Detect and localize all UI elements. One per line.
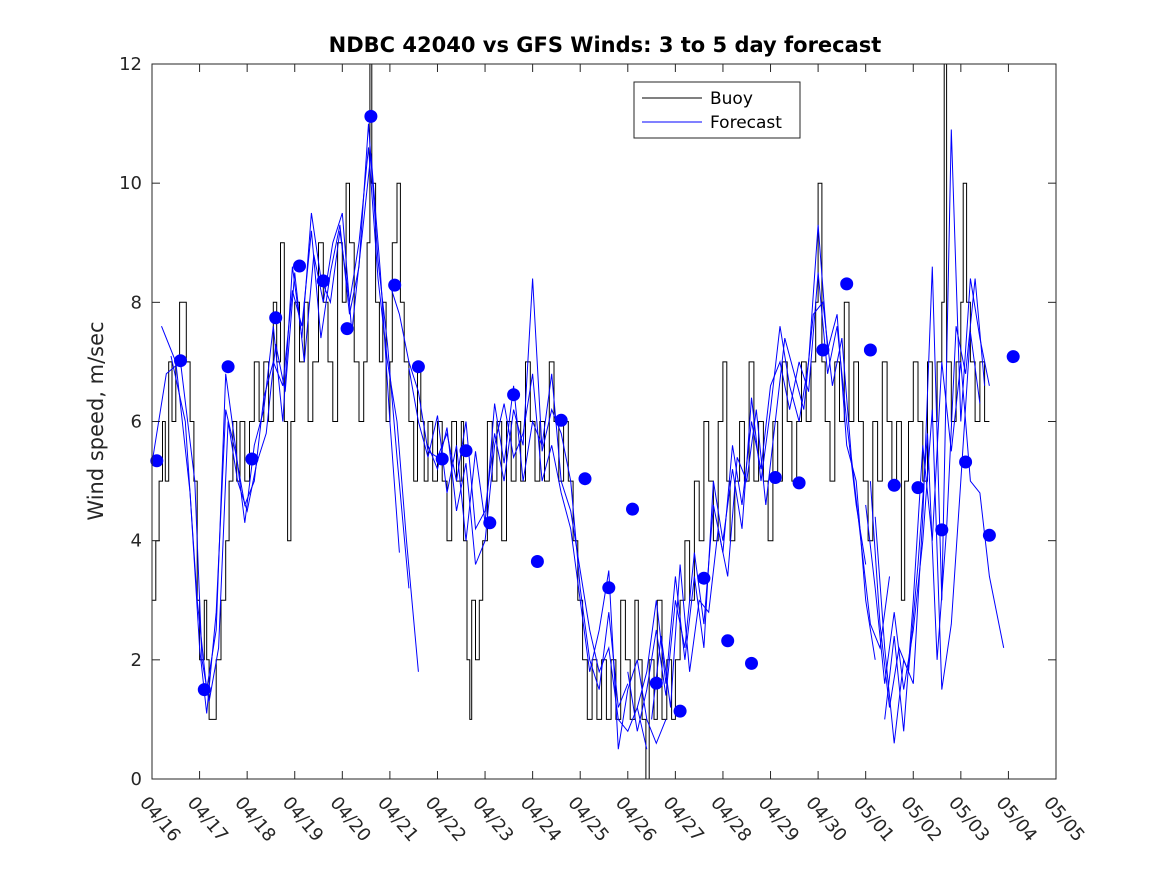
forecast-marker bbox=[507, 388, 520, 401]
forecast-marker bbox=[745, 657, 758, 670]
y-tick-label: 6 bbox=[131, 412, 142, 433]
forecast-marker bbox=[483, 516, 496, 529]
forecast-marker bbox=[983, 529, 996, 542]
forecast-marker bbox=[341, 322, 354, 335]
forecast-marker bbox=[864, 344, 877, 357]
forecast-marker bbox=[674, 705, 687, 718]
forecast-marker bbox=[959, 456, 972, 469]
forecast-marker bbox=[769, 471, 782, 484]
forecast-marker bbox=[245, 453, 258, 466]
forecast-marker bbox=[912, 481, 925, 494]
y-tick-label: 10 bbox=[119, 173, 142, 194]
forecast-marker bbox=[174, 354, 187, 367]
forecast-marker bbox=[935, 523, 948, 536]
forecast-marker bbox=[1007, 350, 1020, 363]
forecast-marker bbox=[364, 110, 377, 123]
legend-forecast-label: Forecast bbox=[710, 113, 782, 133]
forecast-marker bbox=[460, 444, 473, 457]
y-tick-label: 4 bbox=[131, 531, 142, 552]
forecast-marker bbox=[626, 503, 639, 516]
y-tick-label: 2 bbox=[131, 650, 142, 671]
forecast-marker bbox=[888, 479, 901, 492]
forecast-marker bbox=[222, 360, 235, 373]
forecast-marker bbox=[198, 683, 211, 696]
forecast-marker bbox=[388, 279, 401, 292]
legend-buoy-label: Buoy bbox=[710, 89, 753, 109]
forecast-marker bbox=[436, 453, 449, 466]
forecast-marker bbox=[721, 634, 734, 647]
chart: NDBC 42040 vs GFS Winds: 3 to 5 day fore… bbox=[0, 0, 1167, 875]
forecast-marker bbox=[531, 555, 544, 568]
forecast-marker bbox=[840, 277, 853, 290]
y-tick-label: 8 bbox=[131, 292, 142, 313]
forecast-marker bbox=[317, 274, 330, 287]
forecast-marker bbox=[602, 581, 615, 594]
chart-svg: NDBC 42040 vs GFS Winds: 3 to 5 day fore… bbox=[0, 0, 1167, 875]
legend: Buoy Forecast bbox=[634, 82, 800, 138]
y-axis-label: Wind speed, m/sec bbox=[84, 321, 108, 520]
y-tick-label: 12 bbox=[119, 54, 142, 75]
forecast-marker bbox=[579, 472, 592, 485]
forecast-marker bbox=[293, 260, 306, 273]
forecast-marker bbox=[793, 476, 806, 489]
forecast-marker bbox=[269, 311, 282, 324]
forecast-marker bbox=[412, 360, 425, 373]
forecast-marker bbox=[816, 344, 829, 357]
forecast-marker bbox=[697, 572, 710, 585]
forecast-marker bbox=[650, 677, 663, 690]
y-tick-label: 0 bbox=[131, 769, 142, 790]
forecast-marker bbox=[555, 414, 568, 427]
chart-title: NDBC 42040 vs GFS Winds: 3 to 5 day fore… bbox=[329, 33, 882, 57]
